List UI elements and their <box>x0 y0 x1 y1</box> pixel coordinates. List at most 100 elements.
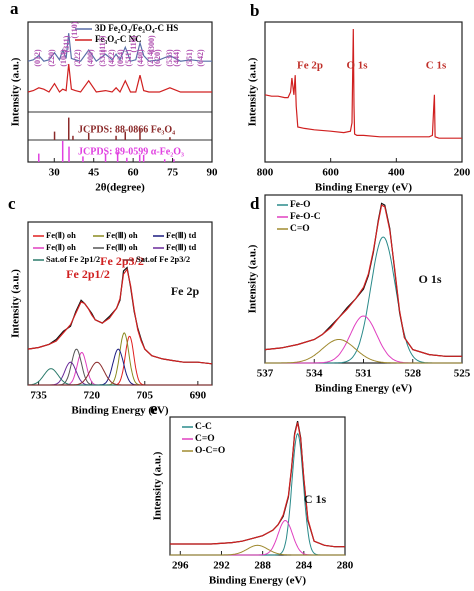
hkl-label: (444) <box>172 49 181 67</box>
x-tick-label: 288 <box>254 560 271 572</box>
hkl-label: (400) <box>86 49 95 67</box>
panel-label: e <box>150 399 158 418</box>
legend-label: Fe(Ⅱ) oh <box>46 242 76 252</box>
panel-label: d <box>250 194 260 213</box>
hkl-label: (110) <box>70 21 79 38</box>
hkl-label: (220) <box>47 49 56 67</box>
spectrum-line <box>27 33 212 63</box>
annotation: Fe 2p <box>171 284 200 298</box>
spectrum-line <box>170 422 345 548</box>
y-axis-label: Intensity (a.u.) <box>247 57 259 126</box>
y-axis-label: Intensity (a.u.) <box>10 269 22 338</box>
x-axis-label: Binding Energy (eV) <box>315 182 413 194</box>
hkl-label: (214) <box>146 49 155 67</box>
legend-label: C=O <box>195 434 215 444</box>
reference-label: JCPDS: 88-0866 Fe₃O₄ <box>78 124 175 135</box>
spectrum-line <box>27 267 213 365</box>
x-tick-label: 800 <box>257 167 274 179</box>
annotation: Fe 2p3/2 <box>100 254 144 268</box>
panel-label: c <box>8 194 16 213</box>
fit-component <box>28 361 212 386</box>
x-tick-label: 534 <box>306 368 323 380</box>
x-tick-label: 537 <box>257 368 274 380</box>
annotation: O 1s <box>346 60 368 72</box>
hkl-label: (116) <box>129 35 138 52</box>
fit-component <box>28 348 212 386</box>
hkl-label: (104) <box>59 49 68 67</box>
x-tick-label: 690 <box>190 390 207 402</box>
x-tick-label: 296 <box>172 560 189 572</box>
legend-label: Sat.of Fe 2p1/2 <box>46 254 100 264</box>
x-tick-label: 705 <box>137 390 154 402</box>
hkl-label: (440) <box>136 49 145 67</box>
x-tick-label: 292 <box>213 560 230 572</box>
annotation: Fe 2p <box>297 60 323 72</box>
x-axis-label: Binding Energy (eV) <box>71 405 169 417</box>
annotation: C 1s <box>304 492 327 506</box>
reference-label: JCPDS: 89-0599 α-Fe₂O₃ <box>78 146 184 157</box>
y-axis-label: Intensity (a.u.) <box>152 451 164 520</box>
legend-label: Fe(Ⅲ) oh <box>106 242 138 252</box>
fit-component <box>28 335 212 386</box>
x-axis-label: 2θ(degree) <box>95 182 145 194</box>
legend-label: Fe₃O₄-C NC <box>95 34 142 44</box>
fit-component <box>28 348 212 386</box>
fit-component <box>170 544 345 556</box>
x-tick-label: 30 <box>49 167 61 179</box>
legend-label: C=O <box>290 224 310 234</box>
hkl-label: (551) <box>185 49 194 67</box>
hkl-label: (533) <box>165 49 174 67</box>
x-tick-label: 528 <box>405 368 422 380</box>
spectrum-line <box>27 63 212 94</box>
x-axis-label: Binding Energy (eV) <box>209 575 307 587</box>
x-tick-label: 525 <box>454 368 471 380</box>
legend-label: O-C=O <box>195 446 225 456</box>
x-tick-label: 280 <box>337 560 354 572</box>
annotation: O 1s <box>418 272 441 286</box>
legend-label: Fe(Ⅲ) td <box>166 230 196 240</box>
panel-label: b <box>250 1 259 20</box>
spectrum-line <box>264 204 462 357</box>
hkl-label: (422) <box>107 49 116 67</box>
x-tick-label: 75 <box>167 167 179 179</box>
legend-label: Fe(Ⅲ) td <box>166 242 196 252</box>
x-tick-label: 400 <box>388 167 405 179</box>
x-tick-label: 284 <box>296 560 313 572</box>
legend-label: Fe(Ⅲ) oh <box>106 230 138 240</box>
hkl-label: (222) <box>73 49 82 67</box>
hkl-label: (311) <box>62 35 71 52</box>
fit-component <box>170 519 345 556</box>
legend-label: Sat.of Fe 2p3/2 <box>136 254 190 264</box>
hkl-label: (024) <box>116 49 125 67</box>
x-axis-label: Binding Energy (eV) <box>315 383 413 395</box>
hkl-label: (012) <box>33 49 42 67</box>
legend-label: 3D Fe₂O₃/Fe₃O₄-C HS <box>95 23 178 33</box>
spectrum-line <box>264 28 462 139</box>
y-axis-label: Intensity (a.u.) <box>10 57 22 126</box>
hkl-label: (331) <box>98 49 107 67</box>
annotation: C 1s <box>426 60 447 72</box>
hkl-label: (511) <box>124 49 133 66</box>
x-tick-label: 531 <box>355 368 372 380</box>
x-tick-label: 600 <box>322 167 339 179</box>
hkl-label: (620) <box>153 49 162 67</box>
legend-label: Fe-O-C <box>290 212 321 222</box>
legend-label: Fe-O <box>290 200 311 210</box>
fit-component <box>265 236 462 364</box>
x-tick-label: 60 <box>128 167 140 179</box>
hkl-label: (642) <box>196 49 205 67</box>
x-tick-label: 90 <box>207 167 219 179</box>
fit-component <box>28 368 212 386</box>
x-tick-label: 45 <box>88 167 100 179</box>
x-tick-label: 200 <box>454 167 471 179</box>
plot-frame <box>264 21 463 163</box>
y-axis-label: Intensity (a.u.) <box>247 244 259 313</box>
hkl-label: (113) <box>98 35 107 52</box>
x-tick-label: 735 <box>30 390 47 402</box>
annotation: Fe 2p1/2 <box>66 267 110 281</box>
panel-label: a <box>10 0 19 18</box>
fit-component <box>265 339 462 364</box>
hkl-label: (300) <box>147 35 156 53</box>
legend-label: Fe(Ⅱ) oh <box>46 230 76 240</box>
